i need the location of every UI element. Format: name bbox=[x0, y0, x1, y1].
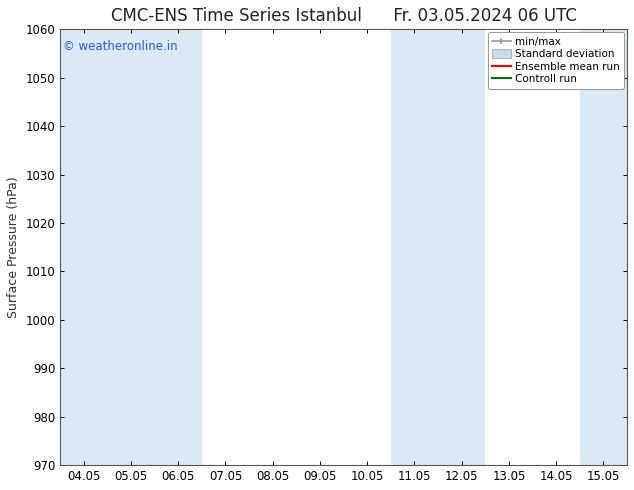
Title: CMC-ENS Time Series Istanbul      Fr. 03.05.2024 06 UTC: CMC-ENS Time Series Istanbul Fr. 03.05.2… bbox=[111, 7, 576, 25]
Legend: min/max, Standard deviation, Ensemble mean run, Controll run: min/max, Standard deviation, Ensemble me… bbox=[488, 32, 624, 89]
Text: © weatheronline.in: © weatheronline.in bbox=[63, 40, 178, 53]
Y-axis label: Surface Pressure (hPa): Surface Pressure (hPa) bbox=[7, 176, 20, 318]
Bar bbox=[155, 29, 202, 465]
Bar bbox=[60, 29, 107, 465]
Bar bbox=[107, 29, 155, 465]
Bar bbox=[580, 29, 627, 465]
Bar bbox=[438, 29, 485, 465]
Bar bbox=[391, 29, 438, 465]
